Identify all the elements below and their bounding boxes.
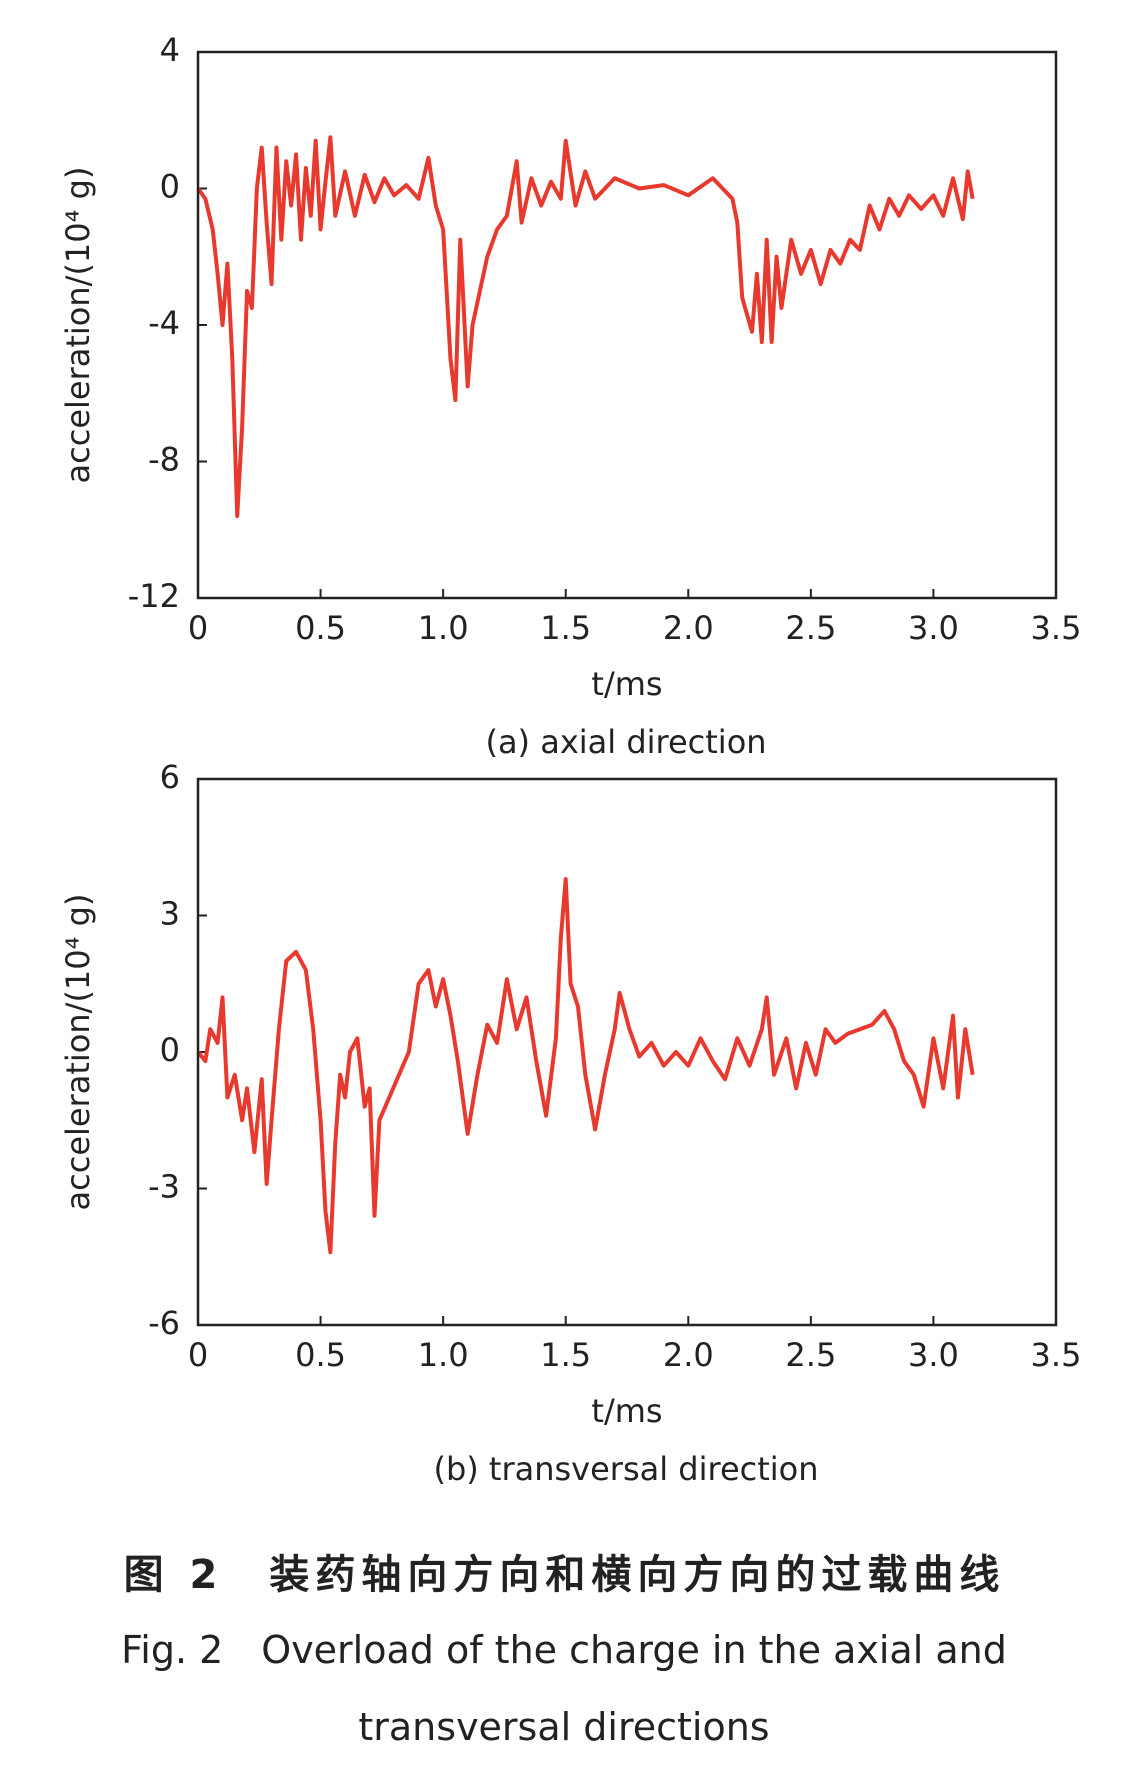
y-tick-label: 4 [160,31,180,69]
y-axis-label: acceleration/(10⁴ g) [59,167,97,484]
plot-frame [196,50,1058,600]
x-tick-label: 0 [188,1336,208,1374]
plot-frame [196,777,1058,1327]
x-axis-label: t/ms [591,1392,662,1430]
y-tick-label: -6 [148,1304,180,1342]
x-tick-label: 0.5 [295,1336,346,1374]
x-tick-label: 1.0 [418,1336,469,1374]
x-tick-label: 3.0 [908,609,959,647]
figure-caption-en: Fig. 2 Overload of the charge in the axi… [121,1628,1007,1749]
x-tick-label: 1.5 [540,609,591,647]
x-tick-label: 3.5 [1031,1336,1082,1374]
y-tick-label: 3 [160,895,180,933]
y-axis-label: acceleration/(10⁴ g) [59,894,97,1211]
y-tick-label: -8 [148,441,180,479]
chart-caption: (b) transversal direction [433,1450,818,1488]
x-tick-label: 2.5 [785,609,836,647]
y-tick-label: -3 [148,1168,180,1206]
chart-caption: (a) axial direction [485,723,766,761]
y-tick-label: 0 [160,1031,180,1069]
x-tick-label: 1.5 [540,1336,591,1374]
y-tick-label: -12 [128,577,180,615]
data-line [196,877,975,1255]
x-tick-label: 1.0 [418,609,469,647]
data-line [196,135,975,519]
figure: -12 -8 -4 0 4 0 0.5 1.0 1.5 2.0 2.5 3.0 3.5 t/ms accel… [59,31,1082,1488]
figure-caption-zh: 图 2 装药轴向方向和横向方向的过载曲线 [123,1552,1006,1598]
y-tick-label: 0 [160,168,180,206]
x-tick-label: 2.5 [785,1336,836,1374]
x-tick-label: 3.5 [1031,609,1082,647]
x-tick-label: 2.0 [663,1336,714,1374]
y-tick-label: 6 [160,758,180,796]
x-tick-label: 0 [188,609,208,647]
x-tick-label: 3.0 [908,1336,959,1374]
x-tick-label: 2.0 [663,609,714,647]
x-tick-label: 0.5 [295,609,346,647]
y-tick-label: -4 [148,304,180,342]
x-axis-label: t/ms [591,665,662,703]
